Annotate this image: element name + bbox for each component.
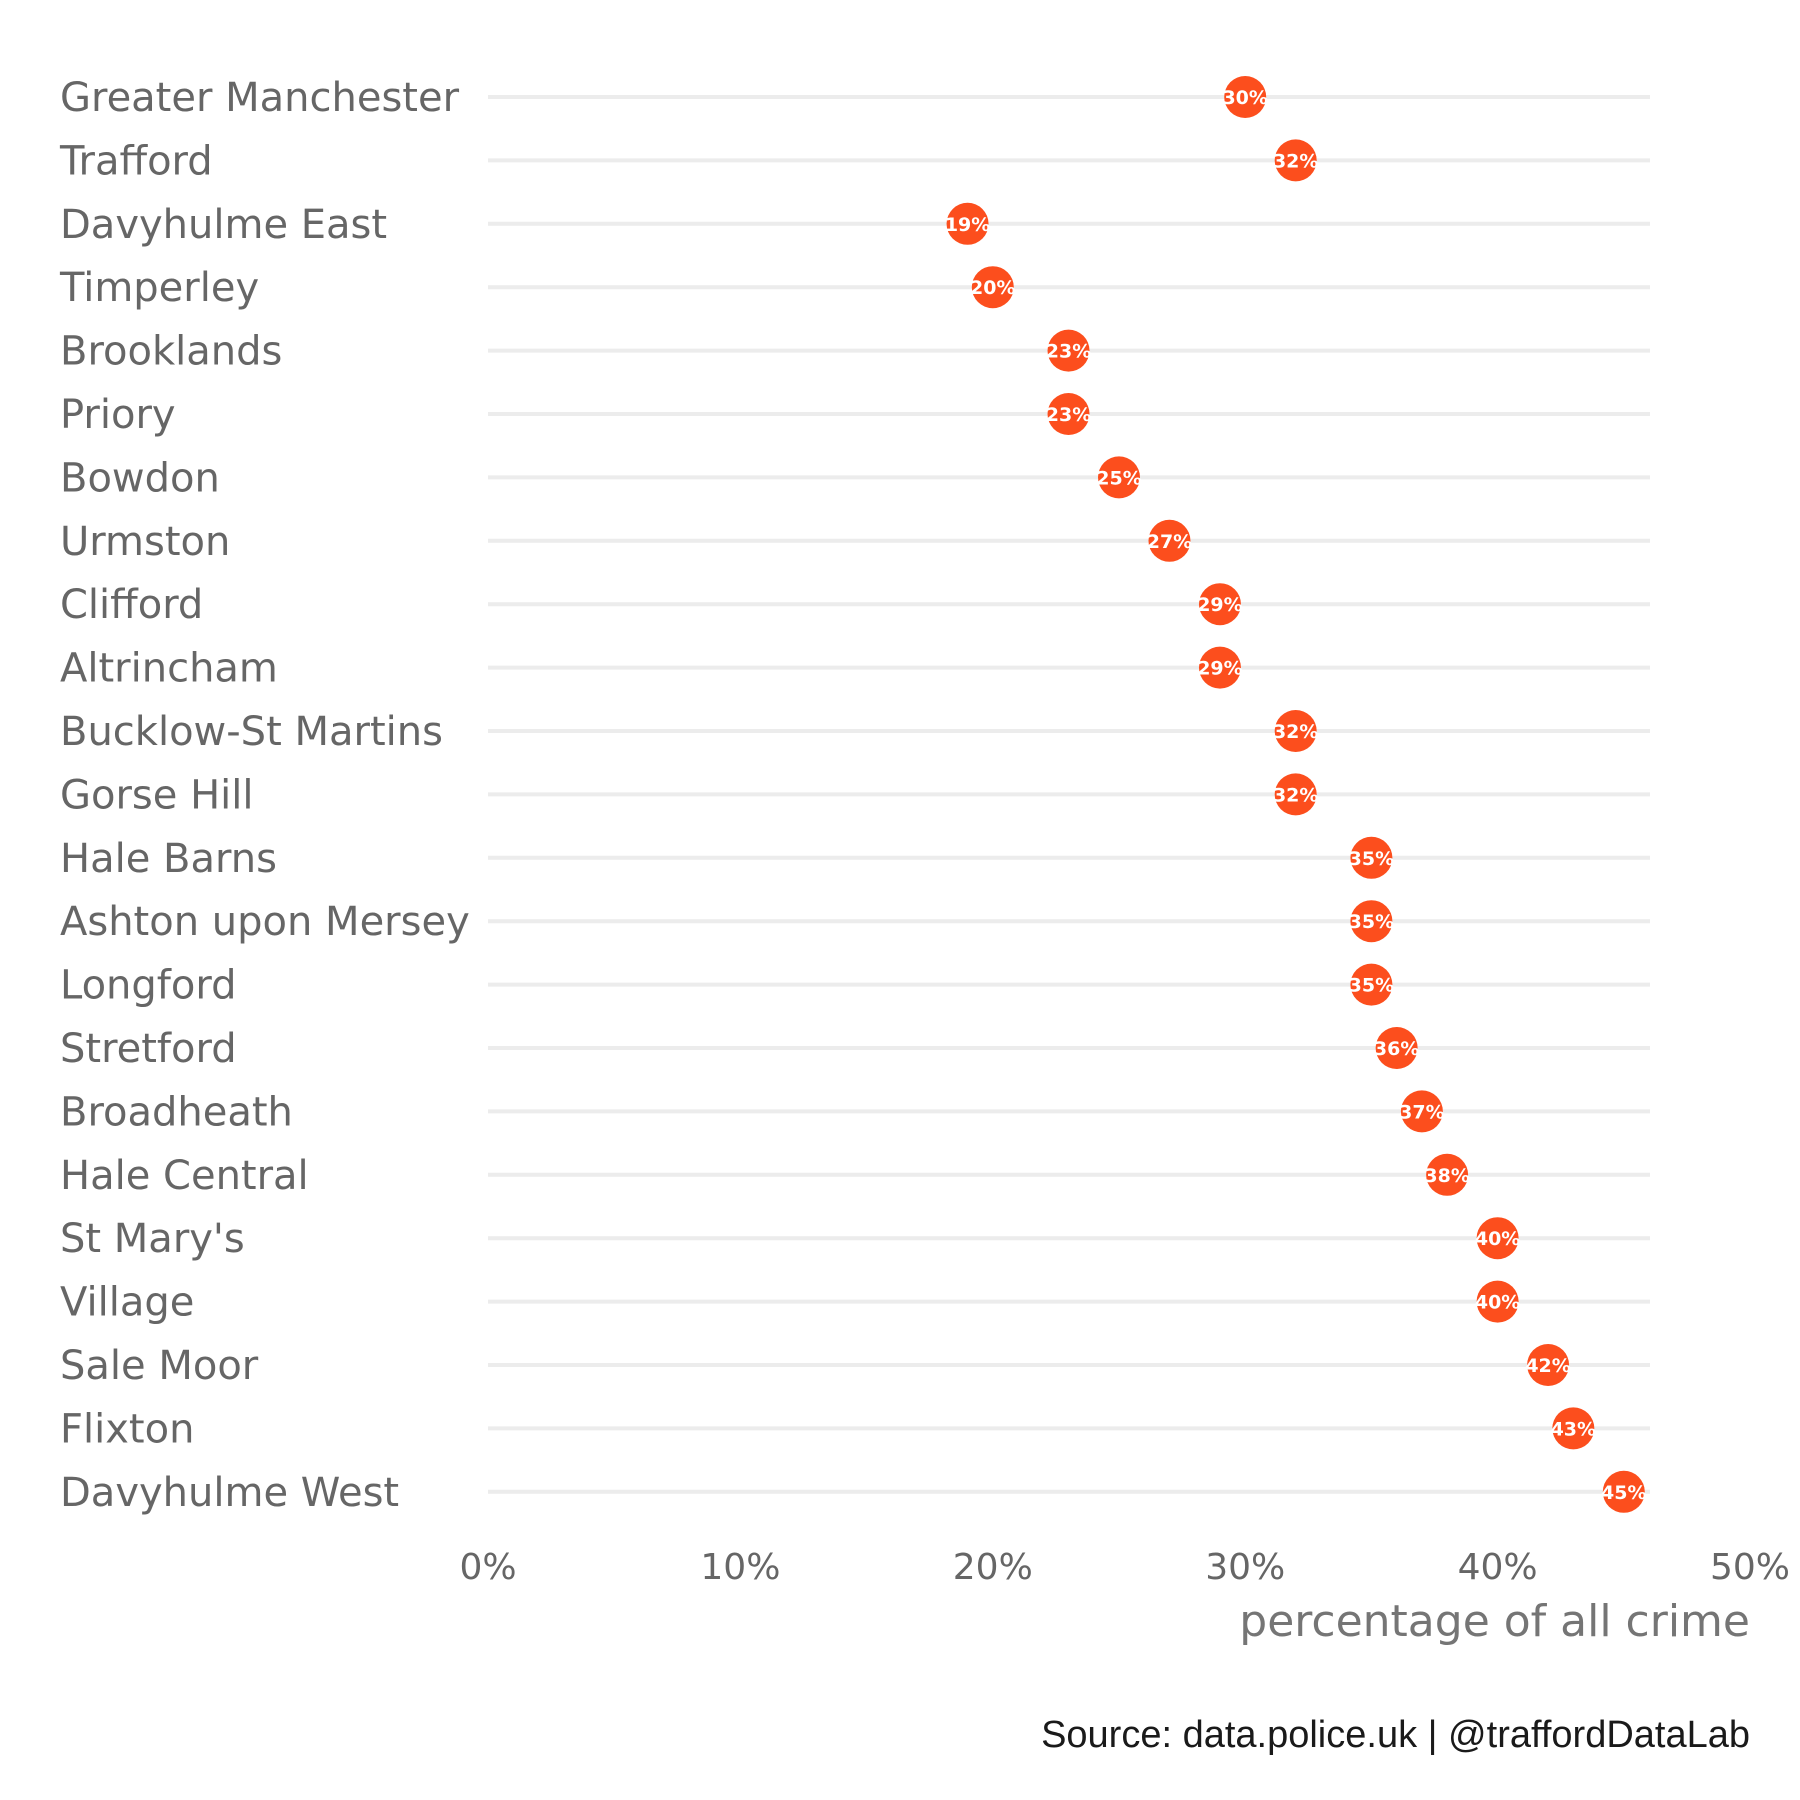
data-label: 40% [1475,1228,1520,1250]
category-label: Bucklow-St Martins [60,709,443,755]
x-tick-label: 50% [1710,1547,1790,1588]
data-label: 29% [1197,594,1242,616]
data-label: 38% [1424,1165,1469,1187]
data-label: 23% [1046,341,1091,363]
data-point [1350,900,1393,943]
category-label: Sale Moor [60,1343,259,1389]
category-label: Priory [60,392,176,438]
category-label: Brooklands [60,329,282,375]
data-point [1552,1407,1595,1450]
data-point [1224,76,1267,118]
data-label: 35% [1349,848,1394,870]
data-point [1400,1090,1443,1133]
data-label: 23% [1046,404,1091,426]
data-label: 35% [1349,975,1394,997]
x-tick-label: 10% [700,1547,780,1588]
data-label: 32% [1273,150,1318,172]
data-point [1527,1344,1570,1386]
data-label: 32% [1273,721,1318,743]
category-label: Village [60,1280,194,1326]
x-tick-label: 0% [459,1547,516,1588]
data-label: 32% [1273,784,1318,806]
data-point [1148,519,1191,562]
category-label: Davyhulme East [60,202,387,248]
data-label: 43% [1551,1418,1596,1440]
category-label: Altrincham [60,646,278,692]
data-point [1047,329,1090,372]
category-label: Trafford [59,138,213,184]
data-point [1476,1217,1519,1260]
data-point [1274,710,1317,752]
data-point [1098,456,1140,499]
data-label: 36% [1374,1038,1419,1060]
data-point [946,202,989,245]
data-label: 40% [1475,1292,1520,1314]
category-label: Hale Barns [60,836,277,882]
data-point [971,266,1014,309]
category-label: Ashton upon Mersey [60,899,470,945]
source-caption: Source: data.police.uk | @traffordDataLa… [1041,1714,1750,1756]
data-point [1047,393,1090,435]
x-axis-title: percentage of all crime [1239,1596,1750,1647]
category-label: Urmston [60,519,230,565]
category-label: Davyhulme West [60,1470,399,1516]
data-label: 37% [1399,1101,1444,1123]
data-point [1426,1153,1469,1196]
data-label: 45% [1601,1482,1646,1504]
data-label: 27% [1147,531,1192,553]
data-point [1350,836,1393,879]
data-point [1274,773,1317,816]
data-label: 42% [1525,1355,1570,1377]
x-tick-label: 30% [1205,1547,1285,1588]
data-label: 35% [1349,911,1394,933]
data-label: 25% [1096,467,1141,489]
category-label: Hale Central [60,1153,309,1199]
data-label: 20% [970,277,1015,299]
data-point [1350,963,1393,1006]
category-label: Bowdon [60,455,220,501]
data-label: 30% [1222,87,1267,109]
data-point [1198,646,1241,689]
data-label: 19% [945,214,990,236]
category-label: Gorse Hill [60,772,254,818]
category-label: Longford [60,963,236,1009]
category-label: Greater Manchester [60,75,460,121]
category-label: Stretford [60,1026,237,1072]
data-point [1198,583,1241,626]
category-label: Timperley [59,265,259,311]
data-point [1375,1027,1418,1069]
x-tick-label: 40% [1458,1547,1538,1588]
category-label: Clifford [60,582,203,628]
plot-area: Greater Manchester 30% Trafford 32% Davyhulm… [59,75,1650,1516]
category-label: St Mary's [60,1216,245,1262]
x-tick-label: 20% [953,1547,1033,1588]
category-label: Broadheath [60,1089,293,1135]
category-label: Flixton [60,1406,194,1452]
data-point [1274,139,1317,182]
x-axis: 0% 10% 20% 30% 40% 50% [459,1547,1790,1588]
data-point [1476,1280,1519,1323]
data-label: 29% [1197,658,1242,680]
data-point [1602,1470,1645,1513]
